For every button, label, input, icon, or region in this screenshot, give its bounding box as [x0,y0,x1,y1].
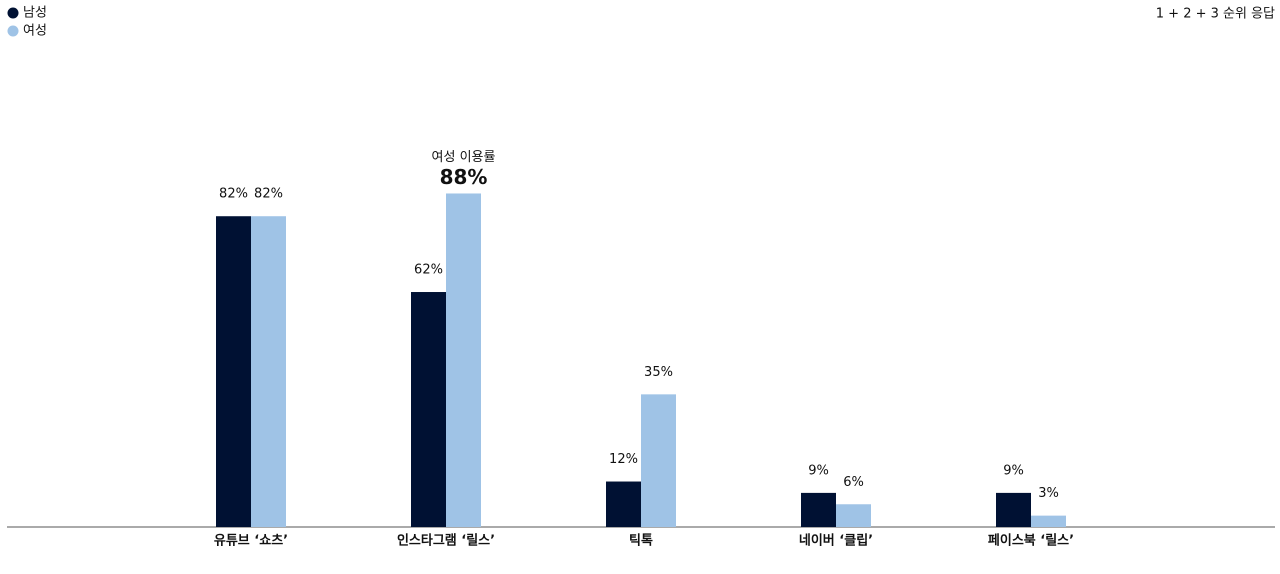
bar [606,481,641,527]
value-label: 6% [843,475,864,490]
value-label: 62% [414,263,443,278]
x-tick-label: 인스타그램 ‘릴스’ [397,533,495,549]
bar [411,292,446,527]
legend-marker [7,25,19,37]
legend-label: 남성 [23,6,47,21]
value-label: 82% [219,187,248,202]
value-label: 3% [1038,486,1059,501]
legend-label: 여성 [23,24,47,39]
highlight-value-label: 88% [440,165,488,189]
x-tick-label: 유튜브 ‘쇼츠’ [214,534,288,549]
value-label: 35% [644,365,673,380]
value-label: 82% [254,187,283,202]
value-label: 12% [609,452,638,467]
bar [216,216,251,527]
value-label: 9% [1003,463,1024,478]
highlight-annotation: 여성 이용률 [432,150,496,165]
bar [641,394,676,527]
x-tick-label: 틱톡 [629,533,653,549]
x-tick-label: 네이버 ‘클립’ [799,533,873,549]
bar [1031,515,1066,527]
bar [251,216,286,527]
bar [836,504,871,527]
legend-marker [7,7,19,19]
value-label: 9% [808,463,829,478]
note: 1 + 2 + 3 순위 응답 [1156,7,1275,22]
bar [801,492,836,527]
bar [446,193,481,528]
x-tick-label: 페이스북 ‘릴스’ [988,533,1074,549]
bar [996,492,1031,527]
